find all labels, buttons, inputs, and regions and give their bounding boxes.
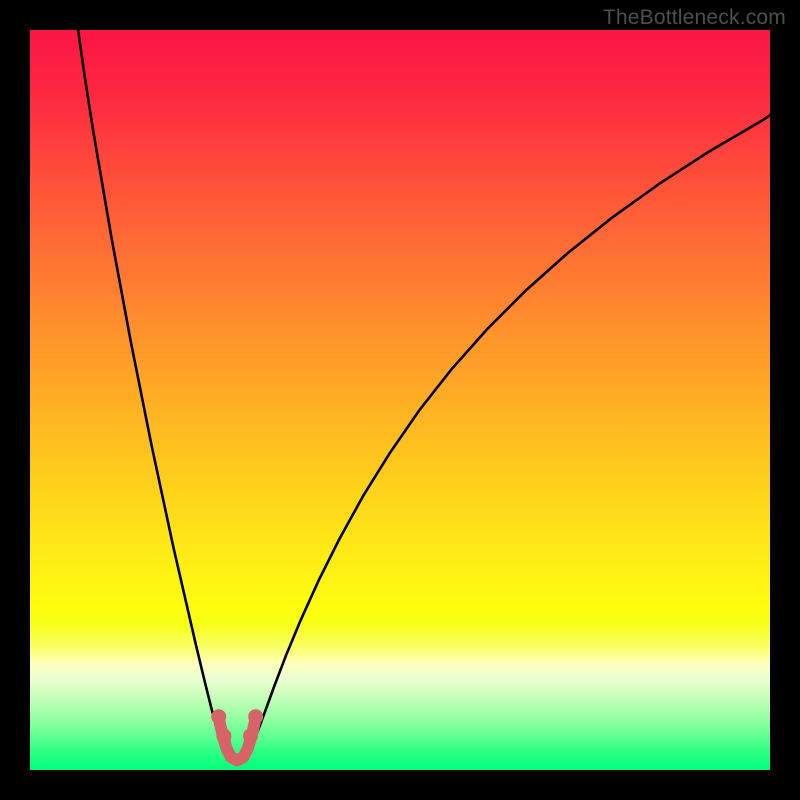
bottleneck-chart-svg — [0, 0, 800, 800]
valley-dot — [216, 728, 231, 743]
valley-dot — [248, 709, 263, 724]
valley-dot — [211, 709, 226, 724]
chart-stage: TheBottleneck.com — [0, 0, 800, 800]
plot-background — [30, 30, 770, 770]
watermark-text: TheBottleneck.com — [603, 6, 786, 30]
valley-dot — [243, 728, 258, 743]
